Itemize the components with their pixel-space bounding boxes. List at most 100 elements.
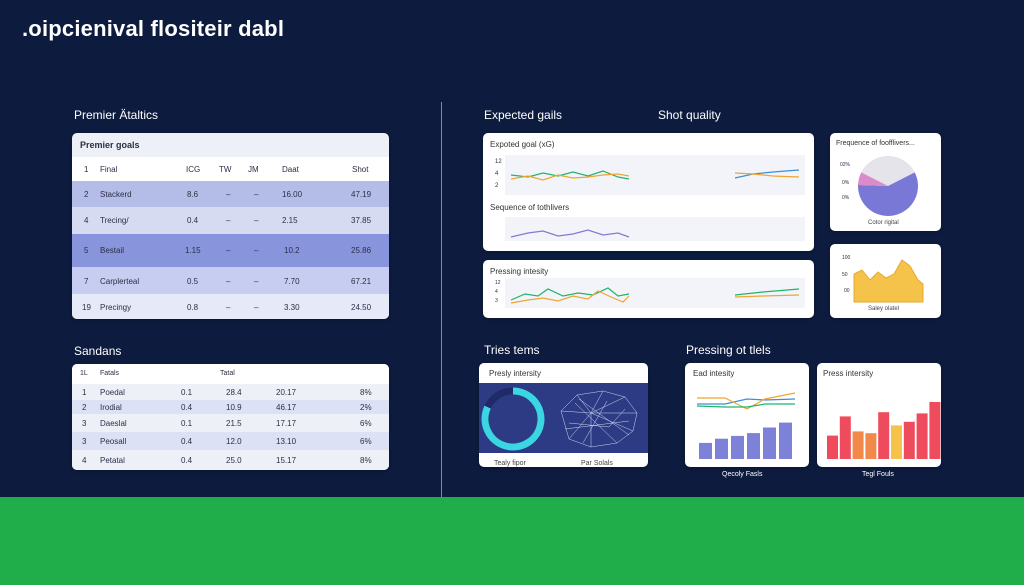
row-cell: Petatal xyxy=(100,456,125,465)
y-tick: 4 xyxy=(495,171,499,177)
row-cell: 12.0 xyxy=(226,437,242,446)
donut-card[interactable]: Presly intersity Tealy fipor Par Solals xyxy=(479,363,648,467)
row-cell: 4 xyxy=(84,216,89,225)
pressing-line-chart xyxy=(505,278,805,308)
table-header-row: 1L Fatals Tatal xyxy=(72,364,389,384)
card-footer xyxy=(479,453,648,467)
row-cell: – xyxy=(226,303,231,312)
row-cell: 10.2 xyxy=(284,246,300,255)
card-subtitle: Sequence of tothlivers xyxy=(490,203,570,212)
table-row[interactable]: 1 Poedal 0.1 28.4 20.17 8% xyxy=(72,384,389,400)
table-header-row: 1 Final ICG TW JM Daat Shot xyxy=(72,157,389,181)
card-title: Ead intesity xyxy=(693,369,735,378)
table-row-selected[interactable]: 5 Bestail 1.15 – – 10.2 25.86 xyxy=(72,234,389,267)
header-cell: ICG xyxy=(186,165,201,174)
row-cell: 17.17 xyxy=(276,419,297,428)
header-cell: Shot xyxy=(352,165,369,174)
row-cell: 2 xyxy=(84,190,89,199)
row-cell: Carplerteal xyxy=(100,277,140,286)
card-title: Pressing intesity xyxy=(490,267,549,276)
table-row[interactable]: 2 Irodial 0.4 10.9 46.17 2% xyxy=(72,400,389,414)
bar-chart xyxy=(827,402,941,459)
bar xyxy=(865,433,877,459)
row-cell: 0.4 xyxy=(181,456,193,465)
row-cell: – xyxy=(254,303,259,312)
bar xyxy=(827,435,838,459)
bar xyxy=(852,431,864,459)
row-cell: – xyxy=(254,216,259,225)
bar xyxy=(715,438,728,459)
y-tick: 2 xyxy=(495,183,499,189)
row-cell: 37.85 xyxy=(351,216,372,225)
row-cell: 25.86 xyxy=(351,246,372,255)
header-cell: TW xyxy=(219,165,232,174)
pie-tick: 0% xyxy=(842,180,850,186)
bar xyxy=(903,421,915,459)
donut-arc xyxy=(481,387,545,451)
card-title: Press intersity xyxy=(823,369,874,378)
y-tick: 4 xyxy=(495,289,498,295)
table-row[interactable]: 3 Peosall 0.4 12.0 13.10 6% xyxy=(72,432,389,450)
area-series xyxy=(853,259,924,303)
header-cell: 1 xyxy=(84,165,89,174)
pie-slice xyxy=(861,156,915,186)
row-cell: 6% xyxy=(360,437,372,446)
sandans-table: 1L Fatals Tatal 1 Poedal 0.1 28.4 20.17 … xyxy=(72,364,389,470)
bar-chart-card-1[interactable]: Ead intesity xyxy=(685,363,809,467)
plot-area xyxy=(505,278,805,308)
table-row[interactable]: 19 Precingy 0.8 – – 3.30 24.50 xyxy=(72,294,389,319)
header-cell: Daat xyxy=(282,165,299,174)
bar xyxy=(929,402,941,459)
row-cell: 24.50 xyxy=(351,303,372,312)
pressing-intensity-card[interactable]: Pressing intesity 12 4 3 xyxy=(483,260,814,318)
card-caption: Qecoly Fasls xyxy=(722,471,763,478)
card-title: Frequence of foofflivers... xyxy=(836,140,915,147)
row-cell: – xyxy=(254,277,259,286)
donut-chart xyxy=(481,387,638,451)
table-row[interactable]: 4 Trecing/ 0.4 – – 2.15 37.85 xyxy=(72,207,389,234)
row-cell: – xyxy=(254,246,259,255)
row-cell: 0.4 xyxy=(181,403,193,412)
y-tick: 12 xyxy=(495,159,502,165)
series-line-purple xyxy=(510,229,630,238)
row-cell: 0.1 xyxy=(181,388,193,397)
area-chart-card[interactable]: 100 50 00 Saley olatel xyxy=(830,244,941,318)
row-cell: – xyxy=(226,246,231,255)
premier-goals-table: Premier goals 1 Final ICG TW JM Daat Sho… xyxy=(72,133,389,319)
y-tick: 100 xyxy=(842,255,851,261)
row-cell: Bestail xyxy=(100,246,125,255)
table-row[interactable]: 7 Carplerteal 0.5 – – 7.70 67.21 xyxy=(72,267,389,294)
row-cell: 1.15 xyxy=(185,246,201,255)
row-cell: 2 xyxy=(82,403,87,412)
table-row[interactable]: 3 Daeslal 0.1 21.5 17.17 6% xyxy=(72,414,389,432)
card-caption: Tegl Fouls xyxy=(862,471,894,478)
xg-chart-card[interactable]: Expoted goal (xG) 12 4 2 Sequence of tot… xyxy=(483,133,814,251)
row-cell: Trecing/ xyxy=(100,216,129,225)
row-cell: 47.19 xyxy=(351,190,372,199)
card-caption: Tealy fipor xyxy=(494,460,526,467)
row-cell: 7 xyxy=(84,277,89,286)
row-cell: – xyxy=(254,190,259,199)
plot-area-2 xyxy=(505,217,805,241)
section-title-pressing: Pressing ot tlels xyxy=(686,343,771,357)
section-title-tries: Tries tems xyxy=(484,343,540,357)
bar xyxy=(878,412,890,459)
series-line-orange xyxy=(697,392,796,410)
header-cell: Tatal xyxy=(220,370,235,377)
row-cell: 0.4 xyxy=(181,437,193,446)
row-cell: 0.5 xyxy=(187,277,199,286)
header-cell: Final xyxy=(100,165,118,174)
pie-chart xyxy=(858,156,918,216)
section-title-premier: Premier Ätaltics xyxy=(74,108,159,122)
frequency-pie-card[interactable]: Frequence of foofflivers... 02% 0% 0% Co… xyxy=(830,133,941,231)
mesh-graphic xyxy=(560,390,638,448)
series-line-orange-right xyxy=(734,294,800,298)
bar-chart-card-2[interactable]: Press intersity xyxy=(817,363,941,467)
row-cell: – xyxy=(226,216,231,225)
row-cell: 1 xyxy=(82,388,87,397)
row-cell: 19 xyxy=(82,303,91,312)
table-row[interactable]: 2 Stackerd 8.6 – – 16.00 47.19 xyxy=(72,181,389,207)
pie-tick: 02% xyxy=(840,162,851,168)
table-row[interactable]: 4 Petatal 0.4 25.0 15.17 8% xyxy=(72,450,389,470)
row-cell: Stackerd xyxy=(100,190,132,199)
